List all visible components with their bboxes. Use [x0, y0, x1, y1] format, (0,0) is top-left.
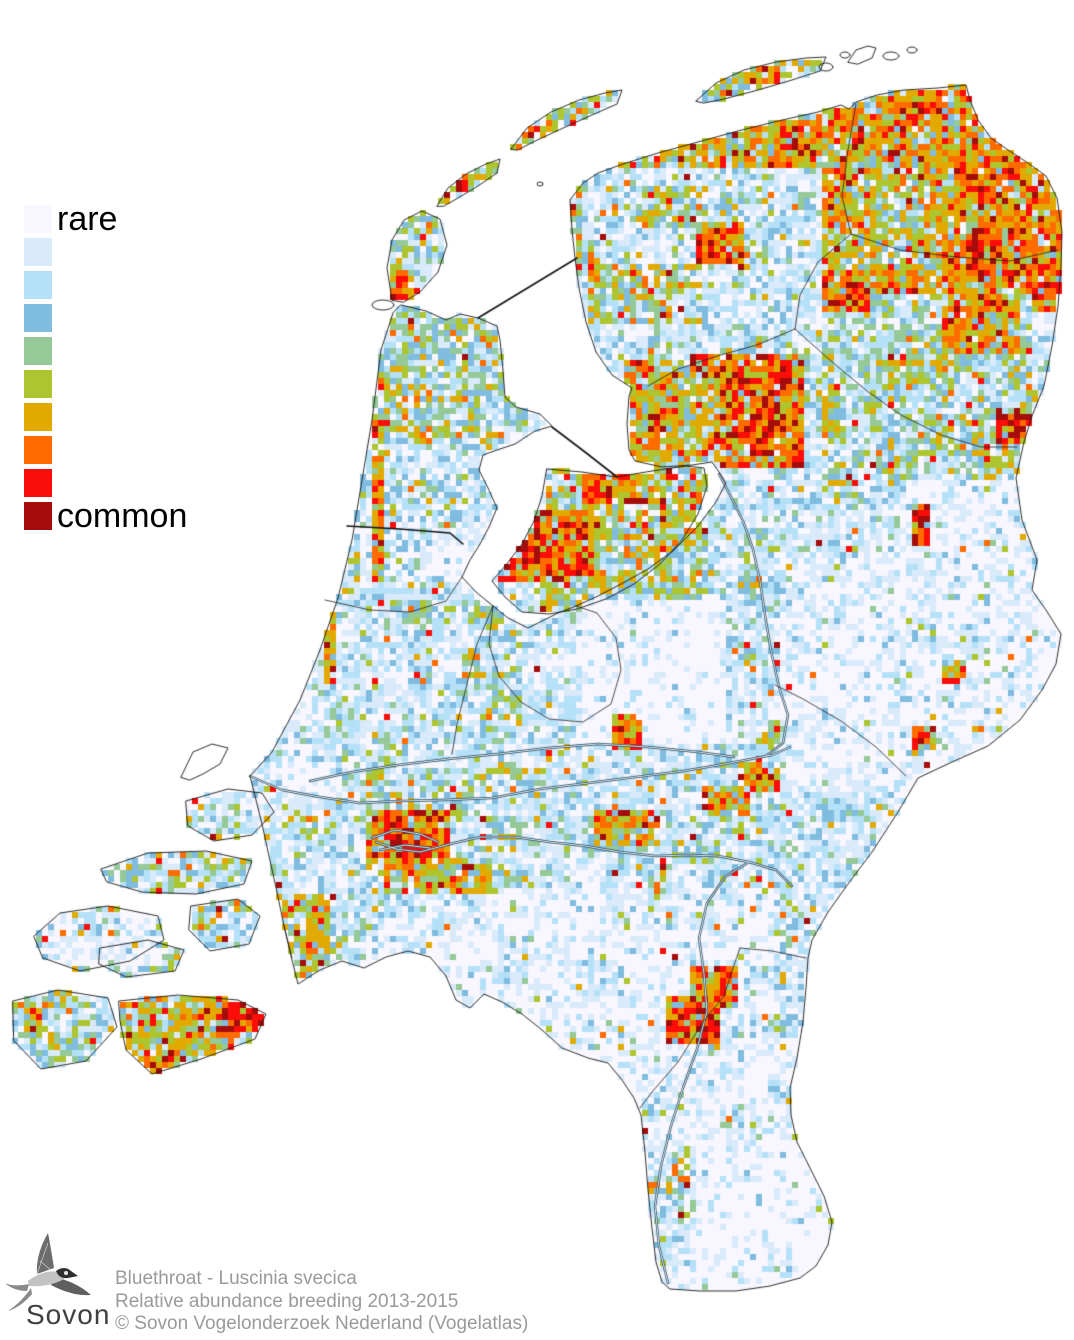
- footer: Sovon Bluethroat - Luscinia svecica Rela…: [0, 1225, 1074, 1340]
- legend-swatch-1: [24, 238, 52, 266]
- legend-swatch-3: [24, 304, 52, 332]
- legend-label-common: common: [57, 497, 188, 535]
- legend-swatch-0: [24, 205, 52, 233]
- legend-label-rare: rare: [57, 200, 118, 238]
- legend-swatch-5: [24, 370, 52, 398]
- legend-swatch-6: [24, 403, 52, 431]
- legend-swatch-2: [24, 271, 52, 299]
- map-subtitle: Relative abundance breeding 2013-2015: [115, 1290, 459, 1312]
- legend-swatch-9: [24, 502, 52, 530]
- species-title: Bluethroat - Luscinia svecica: [115, 1268, 357, 1289]
- legend-swatch-4: [24, 337, 52, 365]
- copyright-line: © Sovon Vogelonderzoek Nederland (Vogela…: [115, 1313, 529, 1334]
- legend-swatch-8: [24, 469, 52, 497]
- legend-swatch-7: [24, 436, 52, 464]
- map-caption: Bluethroat - Luscinia svecica Relative a…: [115, 1268, 528, 1336]
- sovon-swallow-logo-icon: [5, 1233, 91, 1311]
- sovon-logo-text: Sovon: [26, 1299, 111, 1330]
